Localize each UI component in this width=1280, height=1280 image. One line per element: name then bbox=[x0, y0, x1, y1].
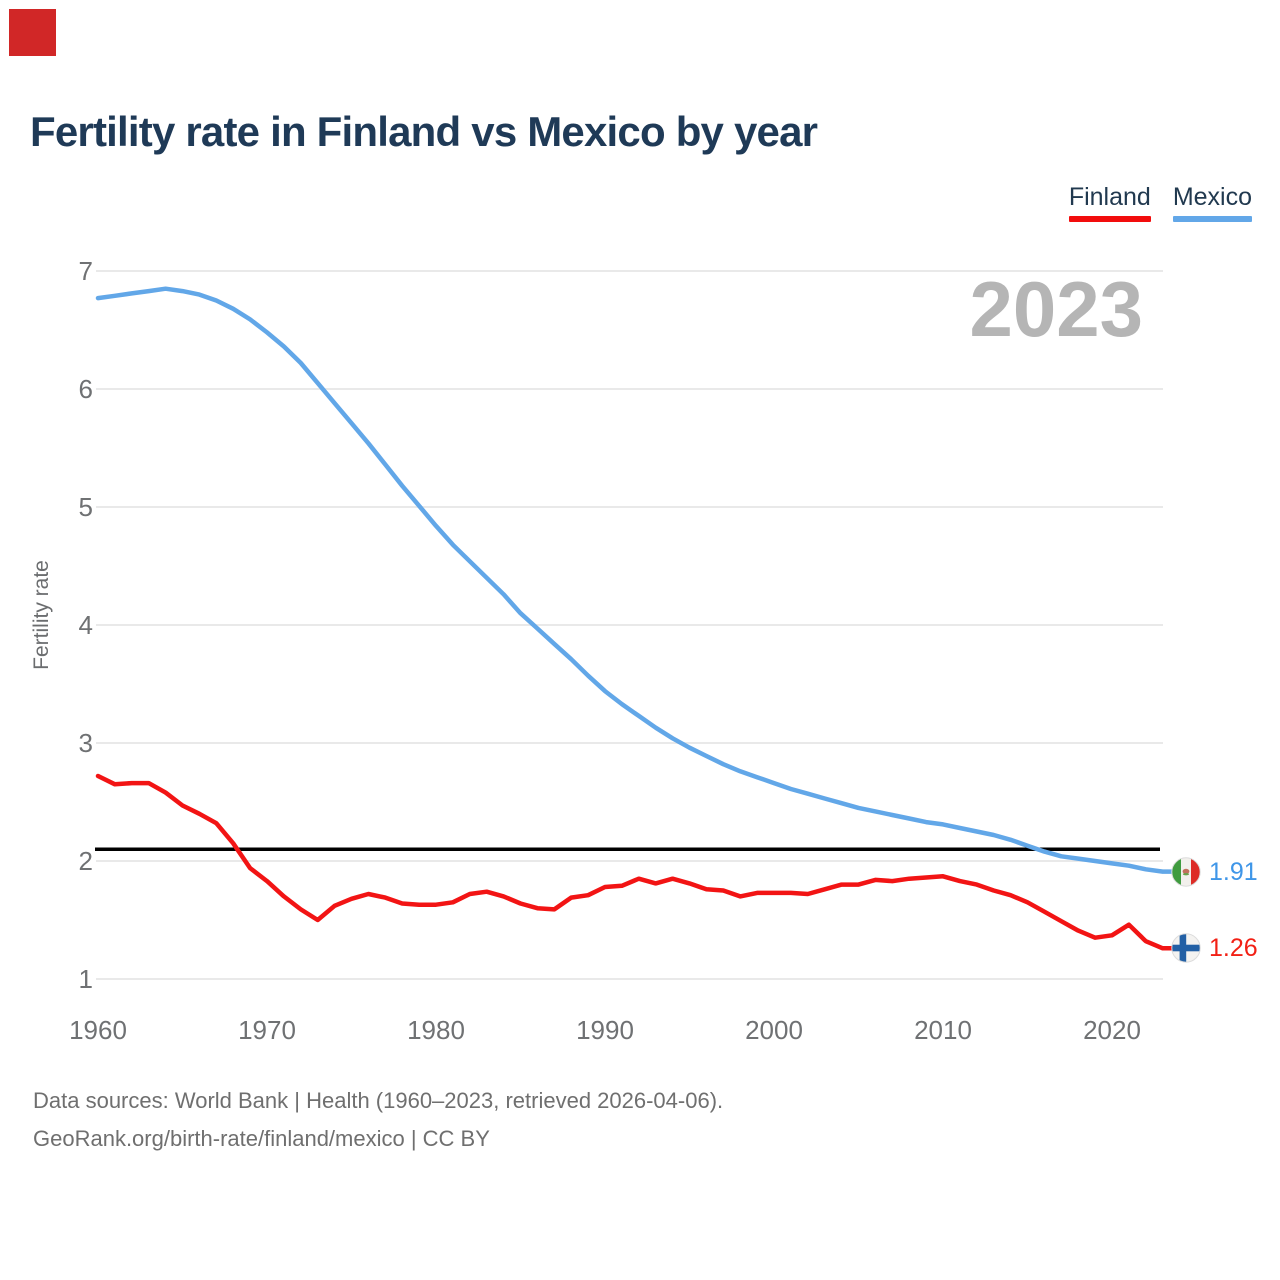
y-tick-label: 6 bbox=[79, 374, 93, 404]
end-label-mexico: 1.91 bbox=[1171, 857, 1258, 887]
legend-item-mexico[interactable]: Mexico bbox=[1172, 183, 1252, 222]
page-title: Fertility rate in Finland vs Mexico by y… bbox=[30, 108, 818, 155]
footer-source-line: Data sources: World Bank | Health (1960–… bbox=[33, 1088, 724, 1113]
footer: Data sources: World Bank | Health (1960–… bbox=[33, 1082, 723, 1158]
x-tick-label: 1980 bbox=[407, 1015, 465, 1045]
y-tick-label: 7 bbox=[79, 256, 93, 286]
x-tick-label: 1970 bbox=[238, 1015, 296, 1045]
legend-underline-mexico bbox=[1172, 216, 1252, 222]
end-value-mexico: 1.91 bbox=[1209, 857, 1258, 886]
x-tick-label: 2020 bbox=[1083, 1015, 1141, 1045]
y-tick-label: 2 bbox=[79, 846, 93, 876]
year-watermark: 2023 bbox=[969, 265, 1143, 353]
y-tick-label: 5 bbox=[79, 492, 93, 522]
end-value-finland: 1.26 bbox=[1209, 933, 1258, 962]
y-tick-label: 3 bbox=[79, 728, 93, 758]
footer-attribution-line: GeoRank.org/birth-rate/finland/mexico | … bbox=[33, 1126, 490, 1151]
legend-label-mexico: Mexico bbox=[1172, 183, 1252, 211]
x-tick-label: 1960 bbox=[69, 1015, 127, 1045]
legend-item-finland[interactable]: Finland bbox=[1068, 183, 1151, 222]
y-tick-label: 4 bbox=[79, 610, 93, 640]
legend-underline-finland bbox=[1068, 216, 1151, 222]
x-tick-label: 1990 bbox=[576, 1015, 634, 1045]
x-tick-label: 2010 bbox=[914, 1015, 972, 1045]
legend-label-finland: Finland bbox=[1068, 183, 1151, 211]
legend: Finland Mexico bbox=[1068, 183, 1252, 222]
finland-flag-icon bbox=[1171, 933, 1201, 963]
red-square-marker bbox=[9, 9, 56, 56]
finland-line bbox=[95, 773, 1177, 951]
x-tick-label: 2000 bbox=[745, 1015, 803, 1045]
mexico-line bbox=[95, 286, 1177, 874]
mexico-flag-icon bbox=[1171, 857, 1201, 887]
end-label-finland: 1.26 bbox=[1171, 933, 1258, 963]
y-tick-label: 1 bbox=[79, 964, 93, 994]
